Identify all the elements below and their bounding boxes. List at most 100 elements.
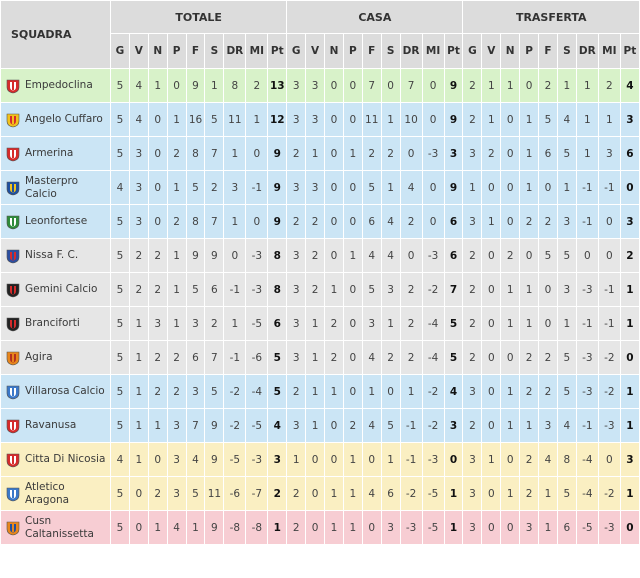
casa-g-cell: 2 bbox=[287, 205, 306, 238]
totale-v-cell: 3 bbox=[129, 205, 148, 238]
trasferta-mi-cell: -3 bbox=[598, 409, 620, 442]
trasferta-g-cell: 3 bbox=[463, 511, 482, 544]
trasferta-f-cell: 3 bbox=[539, 409, 557, 442]
team-cell[interactable]: Gemini Calcio bbox=[1, 273, 110, 306]
casa-p-cell: 0 bbox=[343, 273, 362, 306]
totale-n-cell: 2 bbox=[148, 273, 167, 306]
casa-f-cell: 5 bbox=[362, 171, 381, 204]
team-cell[interactable]: Ravanusa bbox=[1, 409, 110, 442]
trasferta-pt-cell: 1 bbox=[620, 307, 639, 340]
team-cell[interactable]: Armerina bbox=[1, 137, 110, 170]
totale-p-cell: 2 bbox=[167, 375, 186, 408]
header-casa-p: P bbox=[343, 34, 362, 68]
trasferta-mi-cell: 0 bbox=[598, 443, 620, 476]
totale-p-cell: 4 bbox=[167, 511, 186, 544]
team-cell[interactable]: Branciforti bbox=[1, 307, 110, 340]
trasferta-v-cell: 0 bbox=[482, 273, 501, 306]
casa-g-cell: 2 bbox=[287, 137, 306, 170]
table-row[interactable]: Villarosa Calcio 5 1 2 2 3 5 -2 -4 5 2 1 1 0 1 0 1 -2 4 3 0 1… bbox=[1, 375, 639, 408]
totale-g-cell: 5 bbox=[111, 69, 129, 102]
team-name[interactable]: Masterpro Calcio bbox=[25, 174, 79, 200]
casa-s-cell: 3 bbox=[381, 273, 400, 306]
team-cell[interactable]: Nissa F. C. bbox=[1, 239, 110, 272]
team-cell[interactable]: Masterpro Calcio bbox=[1, 171, 110, 204]
team-name[interactable]: Branciforti bbox=[25, 317, 80, 329]
team-cell[interactable]: Citta Di Nicosia bbox=[1, 443, 110, 476]
casa-v-cell: 1 bbox=[306, 409, 325, 442]
casa-g-cell: 3 bbox=[287, 69, 306, 102]
casa-mi-cell: 0 bbox=[422, 171, 444, 204]
table-row[interactable]: Citta Di Nicosia 4 1 0 3 4 9 -5 -3 3 1 0 0 1 0 1 -1 -3 0 3 1… bbox=[1, 443, 639, 476]
team-cell[interactable]: Angelo Cuffaro bbox=[1, 103, 110, 136]
trasferta-s-cell: 5 bbox=[557, 137, 576, 170]
trasferta-g-cell: 2 bbox=[463, 273, 482, 306]
totale-f-cell: 5 bbox=[186, 273, 205, 306]
team-name[interactable]: Villarosa Calcio bbox=[25, 385, 105, 397]
table-row[interactable]: Empedoclina 5 4 1 0 9 1 8 2 13 3 3 0 0 7 0 7 0 9 2 1 1 0 2 1 1 2 4 bbox=[1, 69, 639, 102]
trasferta-pt-cell: 1 bbox=[620, 409, 639, 442]
header-casa-n: N bbox=[325, 34, 343, 68]
team-name[interactable]: Citta Di Nicosia bbox=[25, 453, 106, 465]
trasferta-mi-cell: 1 bbox=[598, 103, 620, 136]
team-cell[interactable]: Villarosa Calcio bbox=[1, 375, 110, 408]
totale-s-cell: 2 bbox=[205, 171, 224, 204]
table-row[interactable]: Leonfortese 5 3 0 2 8 7 1 0 9 2 2 0 0 6 4 2 0 6 3 1 0 2 2 3 -1 0 3 bbox=[1, 205, 639, 238]
totale-g-cell: 5 bbox=[111, 103, 129, 136]
team-name[interactable]: Empedoclina bbox=[25, 79, 93, 91]
casa-s-cell: 1 bbox=[381, 307, 400, 340]
totale-n-cell: 2 bbox=[148, 375, 167, 408]
trasferta-p-cell: 1 bbox=[520, 307, 539, 340]
casa-s-cell: 4 bbox=[381, 205, 400, 238]
totale-mi-cell: -5 bbox=[246, 307, 268, 340]
casa-v-cell: 0 bbox=[306, 443, 325, 476]
table-row[interactable]: Atletico Aragona 5 0 2 3 5 11 -6 -7 2 2 0 1 1 4 6 -2 -5 1 3… bbox=[1, 477, 639, 510]
team-name[interactable]: Agira bbox=[25, 351, 53, 363]
table-row[interactable]: Cusn Caltanissetta 5 0 1 4 1 9 -8 -8 1 2 0 1 1 0 3 -3 -5 1… bbox=[1, 511, 639, 544]
header-trasferta-s: S bbox=[557, 34, 576, 68]
casa-n-cell: 0 bbox=[325, 69, 343, 102]
table-row[interactable]: Agira 5 1 2 2 6 7 -1 -6 5 3 1 2 0 4 2 2 -4 5 2 0 0 2 2 5 -3 -2 0 bbox=[1, 341, 639, 374]
table-row[interactable]: Masterpro Calcio 4 3 0 1 5 2 3 -1 9 3 3 0 0 5 1 4 0 9 1 0 0 1 0… bbox=[1, 171, 639, 204]
trasferta-n-cell: 0 bbox=[501, 171, 520, 204]
casa-v-cell: 2 bbox=[306, 205, 325, 238]
trasferta-s-cell: 1 bbox=[557, 307, 576, 340]
team-cell[interactable]: Atletico Aragona bbox=[1, 477, 110, 510]
table-row[interactable]: Angelo Cuffaro 5 4 0 1 16 5 11 1 12 3 3 0 0 11 1 10 0 9 2 1 0… bbox=[1, 103, 639, 136]
team-cell[interactable]: Cusn Caltanissetta bbox=[1, 511, 110, 544]
totale-p-cell: 1 bbox=[167, 239, 186, 272]
trasferta-mi-cell: -3 bbox=[598, 511, 620, 544]
trasferta-dr-cell: -3 bbox=[576, 273, 598, 306]
trasferta-p-cell: 1 bbox=[520, 409, 539, 442]
team-cell[interactable]: Leonfortese bbox=[1, 205, 110, 238]
table-row[interactable]: Gemini Calcio 5 2 2 1 5 6 -1 -3 8 3 2 1 0 5 3 2 -2 7 2 0 1 1 0 3… bbox=[1, 273, 639, 306]
team-name[interactable]: Leonfortese bbox=[25, 215, 88, 227]
table-row[interactable]: Nissa F. C. 5 2 2 1 9 9 0 -3 8 3 2 0 1 4 4 0 -3 6 2 0 2 0 5 5 0 0 2 bbox=[1, 239, 639, 272]
table-row[interactable]: Branciforti 5 1 3 1 3 2 1 -5 6 3 1 2 0 3 1 2 -4 5 2 0 1 1 0 1 -1-… bbox=[1, 307, 639, 340]
casa-mi-cell: 0 bbox=[422, 103, 444, 136]
trasferta-p-cell: 1 bbox=[520, 103, 539, 136]
team-name[interactable]: Nissa F. C. bbox=[25, 249, 79, 261]
totale-mi-cell: 1 bbox=[246, 103, 268, 136]
team-cell[interactable]: Agira bbox=[1, 341, 110, 374]
casa-f-cell: 3 bbox=[362, 307, 381, 340]
casa-g-cell: 3 bbox=[287, 273, 306, 306]
team-name[interactable]: Cusn Caltanissetta bbox=[25, 514, 94, 540]
team-name[interactable]: Atletico Aragona bbox=[25, 480, 70, 506]
table-row[interactable]: Ravanusa 5 1 1 3 7 9 -2 -5 4 3 1 0 2 4 5 -1 -2 3 2 0 1 1 3 4 -1 -3… bbox=[1, 409, 639, 442]
club-crest-green-icon bbox=[5, 214, 21, 230]
casa-pt-cell: 6 bbox=[444, 205, 463, 238]
table-row[interactable]: Armerina 5 3 0 2 8 7 1 0 9 2 1 0 1 2 2 0 -3 3 3 2 0 1 6 5 1 3 6 bbox=[1, 137, 639, 170]
trasferta-pt-cell: 2 bbox=[620, 239, 639, 272]
casa-s-cell: 0 bbox=[381, 375, 400, 408]
team-name[interactable]: Ravanusa bbox=[25, 419, 77, 431]
team-name[interactable]: Gemini Calcio bbox=[25, 283, 98, 295]
team-name[interactable]: Armerina bbox=[25, 147, 74, 159]
team-name[interactable]: Angelo Cuffaro bbox=[25, 113, 103, 125]
totale-g-cell: 5 bbox=[111, 137, 129, 170]
totale-pt-cell: 12 bbox=[268, 103, 287, 136]
casa-n-cell: 2 bbox=[325, 307, 343, 340]
team-cell[interactable]: Empedoclina bbox=[1, 69, 110, 102]
trasferta-pt-cell: 3 bbox=[620, 205, 639, 238]
casa-s-cell: 1 bbox=[381, 103, 400, 136]
trasferta-g-cell: 2 bbox=[463, 307, 482, 340]
